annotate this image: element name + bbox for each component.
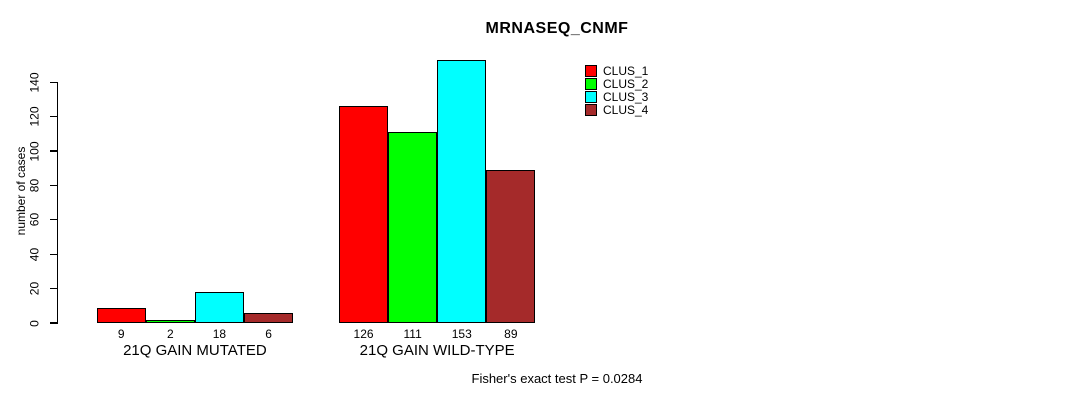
y-tick xyxy=(50,150,58,152)
legend-row: CLUS_3 xyxy=(585,91,648,103)
bar-clus_1-group1 xyxy=(96,307,146,323)
y-axis-line xyxy=(56,81,58,324)
y-tick xyxy=(50,81,58,83)
fisher-test-annotation: Fisher's exact test P = 0.0284 xyxy=(471,371,643,386)
bar-clus_2-group2 xyxy=(388,132,438,323)
legend-label: CLUS_1 xyxy=(603,64,649,78)
bar-value-label: 111 xyxy=(403,327,422,341)
group-label: 21Q GAIN MUTATED xyxy=(123,342,267,359)
legend-row: CLUS_2 xyxy=(585,78,648,90)
bar-value-label: 2 xyxy=(167,327,174,341)
bar-value-label: 6 xyxy=(265,327,272,341)
y-tick-label: 60 xyxy=(27,213,42,227)
bar-value-label: 18 xyxy=(212,327,227,341)
legend: CLUS_1 CLUS_2 CLUS_3 CLUS_4 xyxy=(585,65,648,116)
legend-row: CLUS_1 xyxy=(585,65,648,77)
y-tick-label: 20 xyxy=(27,281,42,296)
bar-clus_3-group1 xyxy=(194,292,244,323)
y-axis-title: number of cases xyxy=(14,146,28,236)
y-tick xyxy=(50,287,58,290)
bar-clus_4-group2 xyxy=(486,169,536,323)
chart-title: MRNASEQ_CNMF xyxy=(485,20,629,37)
bar-value-label: 89 xyxy=(504,327,518,341)
y-tick xyxy=(50,184,58,187)
legend-swatch-clus_3 xyxy=(585,91,597,103)
legend-label: CLUS_4 xyxy=(603,103,649,117)
y-tick xyxy=(50,219,58,221)
bar-clus_3-group2 xyxy=(437,59,487,323)
y-tick xyxy=(50,253,58,255)
legend-swatch-clus_4 xyxy=(585,104,597,116)
y-tick-label: 100 xyxy=(27,140,42,162)
bar-value-label: 126 xyxy=(353,327,374,341)
legend-swatch-clus_1 xyxy=(585,65,597,77)
y-tick-label: 40 xyxy=(27,247,42,261)
legend-label: CLUS_2 xyxy=(603,77,649,91)
y-tick-label: 140 xyxy=(27,72,42,93)
y-tick-label: 120 xyxy=(27,106,42,127)
bar-value-label: 9 xyxy=(117,327,125,341)
y-tick xyxy=(50,115,58,118)
bar-value-label: 153 xyxy=(451,327,472,341)
bar-clus_1-group2 xyxy=(339,106,389,323)
y-tick xyxy=(50,322,58,324)
legend-label: CLUS_3 xyxy=(603,90,649,104)
y-tick-label: 0 xyxy=(27,319,42,327)
bar-clus_4-group1 xyxy=(244,312,294,323)
legend-swatch-clus_2 xyxy=(585,78,597,90)
legend-row: CLUS_4 xyxy=(585,104,648,116)
bar-clus_2-group1 xyxy=(145,319,195,323)
group-label: 21Q GAIN WILD-TYPE xyxy=(359,342,515,359)
